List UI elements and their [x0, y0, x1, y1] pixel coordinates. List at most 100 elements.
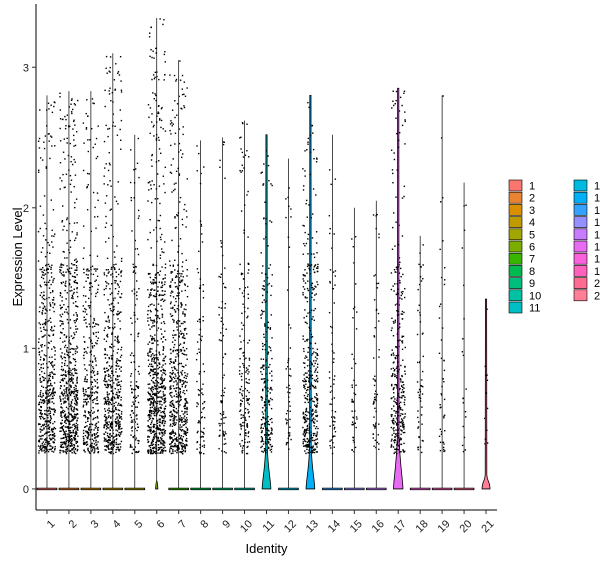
data-point	[306, 340, 308, 342]
data-point	[185, 417, 188, 419]
data-point	[164, 339, 167, 341]
data-point	[112, 446, 115, 449]
data-point	[82, 122, 85, 124]
data-point	[179, 443, 181, 445]
data-point	[66, 347, 69, 349]
data-point	[85, 421, 87, 424]
data-point	[40, 448, 42, 451]
data-point	[148, 387, 150, 389]
data-point	[156, 364, 159, 367]
data-point	[159, 451, 162, 453]
data-point	[261, 301, 264, 304]
data-point	[260, 427, 262, 430]
data-point	[264, 404, 266, 406]
data-point	[132, 436, 134, 438]
data-point	[152, 388, 154, 391]
data-point	[174, 442, 176, 445]
data-point	[63, 410, 66, 412]
data-point	[90, 383, 92, 385]
data-point	[83, 142, 85, 144]
data-point	[133, 340, 136, 342]
data-point	[240, 272, 243, 275]
data-point	[309, 376, 311, 379]
data-point	[289, 418, 291, 421]
data-point	[307, 263, 309, 265]
data-point	[69, 450, 72, 452]
data-point	[239, 445, 242, 447]
data-point	[177, 212, 180, 214]
data-point	[178, 284, 181, 287]
data-point	[178, 336, 180, 338]
data-point	[51, 434, 54, 437]
data-point	[65, 422, 67, 425]
data-point	[306, 424, 309, 427]
data-point	[170, 352, 172, 355]
data-point	[74, 416, 76, 418]
data-point	[130, 199, 133, 202]
data-point	[40, 413, 43, 416]
data-point	[82, 310, 84, 313]
data-point	[222, 356, 224, 359]
data-point	[328, 377, 331, 379]
data-point	[395, 444, 398, 446]
data-point	[312, 268, 315, 271]
data-point	[96, 275, 99, 278]
data-point	[304, 296, 307, 298]
data-point	[247, 315, 249, 318]
data-point	[152, 443, 154, 445]
data-point	[186, 178, 189, 180]
data-point	[112, 393, 114, 395]
data-point	[67, 397, 69, 399]
data-point	[42, 445, 44, 447]
data-point	[177, 403, 180, 405]
data-point	[176, 449, 179, 452]
data-point	[87, 346, 89, 349]
data-point	[260, 172, 262, 174]
data-point	[68, 378, 71, 381]
violin-points-5	[129, 137, 140, 455]
data-point	[174, 334, 176, 336]
data-point	[84, 416, 87, 418]
data-point	[49, 317, 52, 320]
data-point	[265, 218, 267, 220]
data-point	[41, 310, 44, 312]
data-point	[40, 425, 43, 428]
data-point	[37, 140, 40, 142]
data-point	[316, 451, 319, 453]
data-point	[48, 401, 51, 404]
data-point	[39, 423, 41, 425]
data-point	[91, 98, 94, 100]
violin-group-16	[365, 200, 387, 491]
data-point	[265, 273, 267, 276]
data-point	[112, 429, 114, 431]
data-point	[64, 359, 67, 362]
data-point	[183, 93, 185, 96]
data-point	[174, 297, 177, 300]
data-point	[164, 263, 167, 265]
data-point	[305, 421, 307, 423]
data-point	[307, 386, 309, 389]
data-point	[310, 420, 312, 422]
data-point	[181, 279, 184, 281]
data-point	[150, 365, 152, 368]
data-point	[200, 452, 203, 454]
data-point	[316, 402, 319, 404]
data-point	[107, 445, 109, 448]
data-point	[45, 227, 48, 230]
data-point	[181, 218, 184, 221]
data-point	[76, 376, 78, 379]
data-point	[76, 232, 78, 234]
data-point	[82, 305, 85, 307]
data-point	[63, 402, 65, 404]
data-point	[107, 447, 110, 449]
data-point	[148, 445, 151, 447]
data-point	[305, 428, 308, 430]
data-point	[114, 336, 116, 338]
data-point	[178, 448, 180, 450]
data-point	[351, 423, 353, 426]
data-point	[75, 442, 77, 445]
data-point	[265, 434, 268, 436]
data-point	[155, 427, 157, 430]
data-point	[109, 345, 111, 348]
data-point	[156, 322, 158, 324]
